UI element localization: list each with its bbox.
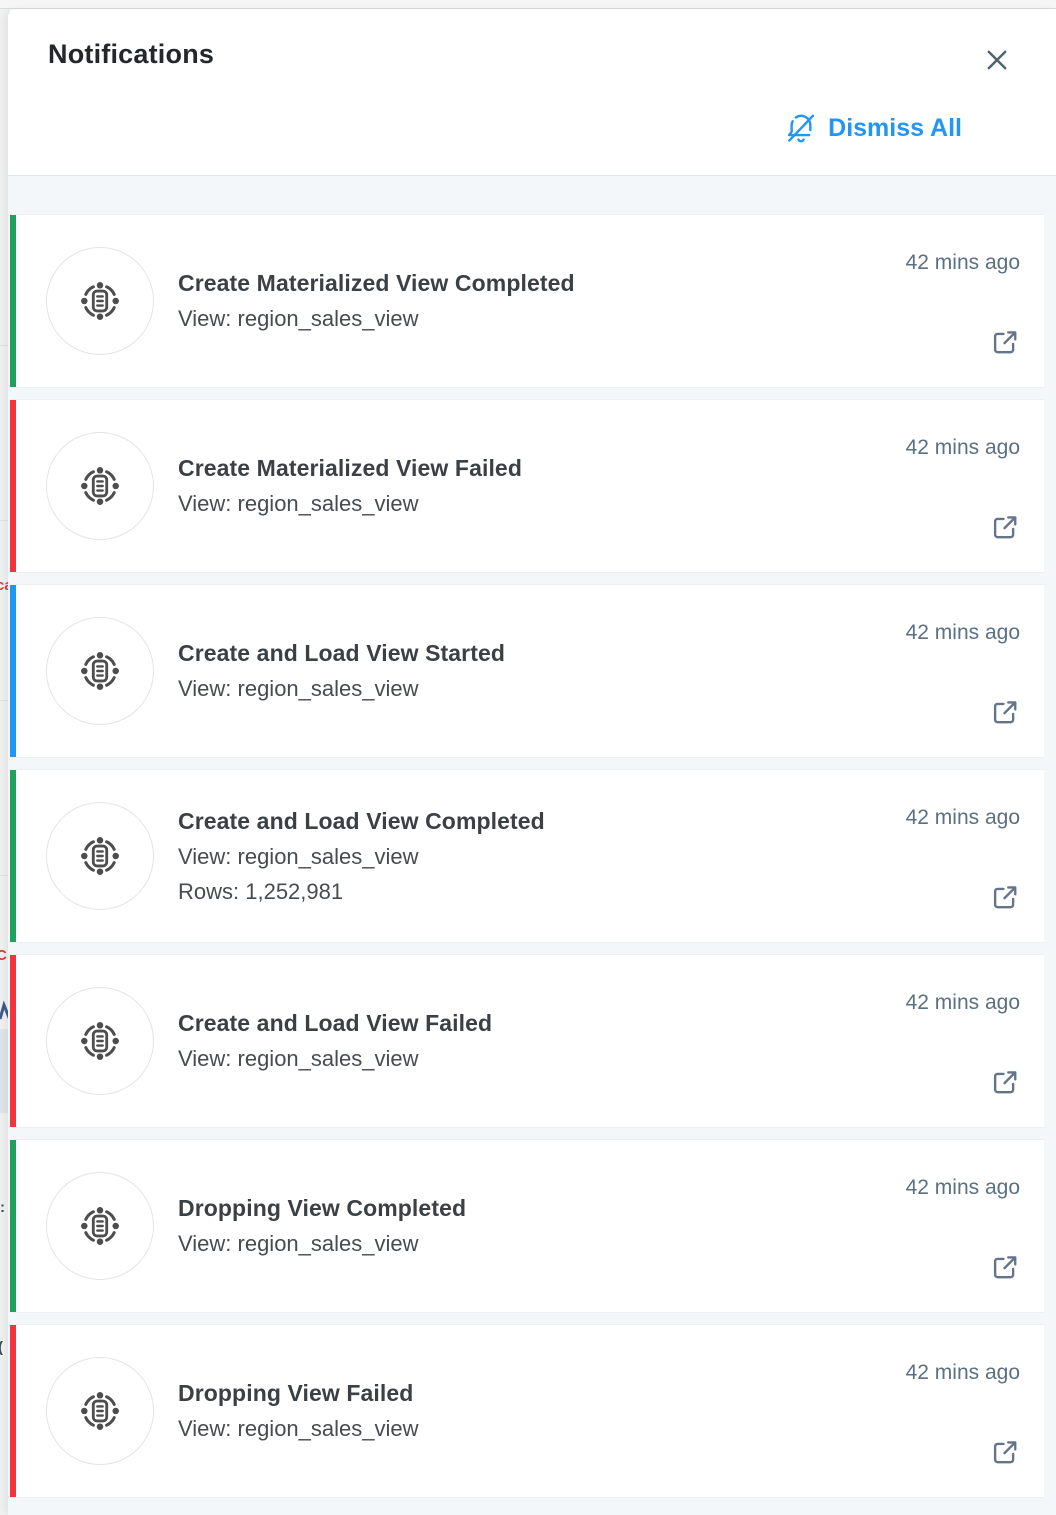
background-page-top-edge bbox=[0, 0, 1056, 9]
open-notification-button[interactable] bbox=[990, 512, 1020, 542]
notification-card: Create and Load View Started View: regio… bbox=[10, 584, 1044, 758]
open-notification-button[interactable] bbox=[990, 327, 1020, 357]
notification-title: Dropping View Completed bbox=[178, 1195, 467, 1221]
background-gridline bbox=[0, 875, 10, 876]
notification-timestamp: 42 mins ago bbox=[905, 806, 1020, 829]
background-clipped-text: : bbox=[0, 1199, 5, 1216]
background-clipped-text: ( bbox=[0, 1339, 3, 1356]
notification-timestamp: 42 mins ago bbox=[905, 621, 1020, 644]
materialized-view-icon bbox=[46, 617, 154, 725]
open-notification-button[interactable] bbox=[990, 1252, 1020, 1282]
close-icon bbox=[983, 46, 1011, 74]
background-gridline bbox=[0, 520, 10, 521]
materialized-view-icon bbox=[46, 247, 154, 355]
notifications-list[interactable]: Create Materialized View Completed View:… bbox=[8, 175, 1056, 1515]
notification-title: Dropping View Failed bbox=[178, 1380, 414, 1406]
materialized-view-icon bbox=[46, 1172, 154, 1280]
open-notification-button[interactable] bbox=[990, 697, 1020, 727]
notification-card: Create and Load View Completed View: reg… bbox=[10, 769, 1044, 943]
notification-card: Create Materialized View Completed View:… bbox=[10, 214, 1044, 388]
notifications-header: Notifications Dismiss All bbox=[8, 9, 1056, 175]
bell-slash-icon bbox=[784, 111, 818, 145]
dismiss-all-label: Dismiss All bbox=[828, 113, 962, 142]
notification-card: Create and Load View Failed View: region… bbox=[10, 954, 1044, 1128]
notification-title: Create and Load View Started bbox=[178, 640, 506, 666]
background-clipped-text: ca bbox=[0, 577, 10, 594]
notification-timestamp: 42 mins ago bbox=[905, 436, 1020, 459]
notification-view-name: View: region_sales_view bbox=[178, 1416, 419, 1441]
status-strip-error bbox=[10, 1325, 16, 1497]
notification-title: Create Materialized View Completed bbox=[178, 270, 575, 296]
notification-card: Dropping View Failed View: region_sales_… bbox=[10, 1324, 1044, 1498]
notification-card: Create Materialized View Failed View: re… bbox=[10, 399, 1044, 573]
notification-view-name: View: region_sales_view bbox=[178, 1046, 419, 1071]
close-button[interactable] bbox=[980, 43, 1014, 77]
materialized-view-icon bbox=[46, 1357, 154, 1465]
open-notification-button[interactable] bbox=[990, 1067, 1020, 1097]
background-clipped-text: C bbox=[0, 947, 7, 964]
external-link-icon bbox=[990, 1256, 1020, 1285]
status-strip-success bbox=[10, 1140, 16, 1312]
notification-timestamp: 42 mins ago bbox=[905, 1176, 1020, 1199]
background-gridline bbox=[0, 345, 10, 346]
list-bottom-padding bbox=[8, 1509, 1056, 1513]
notification-title: Create and Load View Failed bbox=[178, 1010, 493, 1036]
status-strip-error bbox=[10, 955, 16, 1127]
external-link-icon bbox=[990, 886, 1020, 915]
external-link-icon bbox=[990, 1441, 1020, 1470]
external-link-icon bbox=[990, 516, 1020, 545]
notification-view-name: View: region_sales_view bbox=[178, 676, 419, 701]
page-title: Notifications bbox=[48, 39, 215, 69]
notification-timestamp: 42 mins ago bbox=[905, 991, 1020, 1014]
materialized-view-icon bbox=[46, 432, 154, 540]
materialized-view-icon bbox=[46, 802, 154, 910]
external-link-icon bbox=[990, 331, 1020, 360]
notification-rows: Rows: 1,252,981 bbox=[178, 878, 344, 904]
background-panel-fragment bbox=[0, 1029, 10, 1113]
materialized-view-icon bbox=[46, 987, 154, 1095]
notification-view-name: View: region_sales_view bbox=[178, 306, 419, 331]
external-link-icon bbox=[990, 701, 1020, 730]
notification-view-name: View: region_sales_view bbox=[178, 491, 419, 516]
notification-view-name: View: region_sales_view bbox=[178, 1231, 419, 1256]
status-strip-error bbox=[10, 400, 16, 572]
notifications-panel: Notifications Dismiss All bbox=[8, 9, 1056, 1515]
notification-timestamp: 42 mins ago bbox=[905, 251, 1020, 274]
status-strip-info bbox=[10, 585, 16, 757]
notification-timestamp: 42 mins ago bbox=[905, 1361, 1020, 1384]
status-strip-success bbox=[10, 770, 16, 942]
notification-title: Create and Load View Completed bbox=[178, 807, 545, 834]
notification-card: Dropping View Completed View: region_sal… bbox=[10, 1139, 1044, 1313]
notification-view-name: View: region_sales_view bbox=[178, 843, 419, 869]
notification-title: Create Materialized View Failed bbox=[178, 455, 522, 481]
background-gridline bbox=[0, 700, 10, 701]
external-link-icon bbox=[990, 1071, 1020, 1100]
open-notification-button[interactable] bbox=[990, 882, 1020, 912]
dismiss-all-button[interactable]: Dismiss All bbox=[784, 111, 962, 145]
open-notification-button[interactable] bbox=[990, 1437, 1020, 1467]
status-strip-success bbox=[10, 215, 16, 387]
